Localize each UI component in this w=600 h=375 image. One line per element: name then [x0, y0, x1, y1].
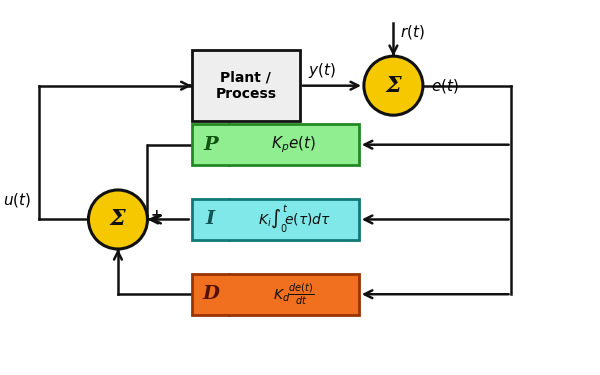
Circle shape: [88, 190, 148, 249]
Text: +: +: [378, 60, 389, 74]
Text: $e(t)$: $e(t)$: [431, 76, 458, 94]
Text: -: -: [368, 72, 375, 90]
Text: D: D: [202, 285, 219, 303]
Text: $r(t)$: $r(t)$: [400, 23, 425, 41]
Text: I: I: [206, 210, 215, 228]
Text: +: +: [122, 193, 134, 207]
Text: $y(t)$: $y(t)$: [308, 61, 336, 80]
Text: $u(t)$: $u(t)$: [3, 191, 31, 209]
Circle shape: [364, 56, 423, 115]
FancyBboxPatch shape: [192, 199, 359, 240]
FancyBboxPatch shape: [192, 124, 359, 165]
Text: +: +: [122, 232, 134, 246]
Text: Σ: Σ: [110, 209, 126, 231]
FancyBboxPatch shape: [192, 274, 359, 315]
Text: Σ: Σ: [386, 75, 401, 97]
Text: $K_i\int_0^t\! e(\tau)d\tau$: $K_i\int_0^t\! e(\tau)d\tau$: [257, 204, 331, 236]
Text: Plant /
Process: Plant / Process: [215, 70, 277, 101]
Text: $K_d\frac{de(t)}{dt}$: $K_d\frac{de(t)}{dt}$: [274, 281, 314, 307]
Text: P: P: [203, 136, 218, 154]
Text: $K_p e(t)$: $K_p e(t)$: [271, 134, 317, 155]
FancyBboxPatch shape: [192, 50, 300, 121]
Text: +: +: [151, 207, 162, 222]
